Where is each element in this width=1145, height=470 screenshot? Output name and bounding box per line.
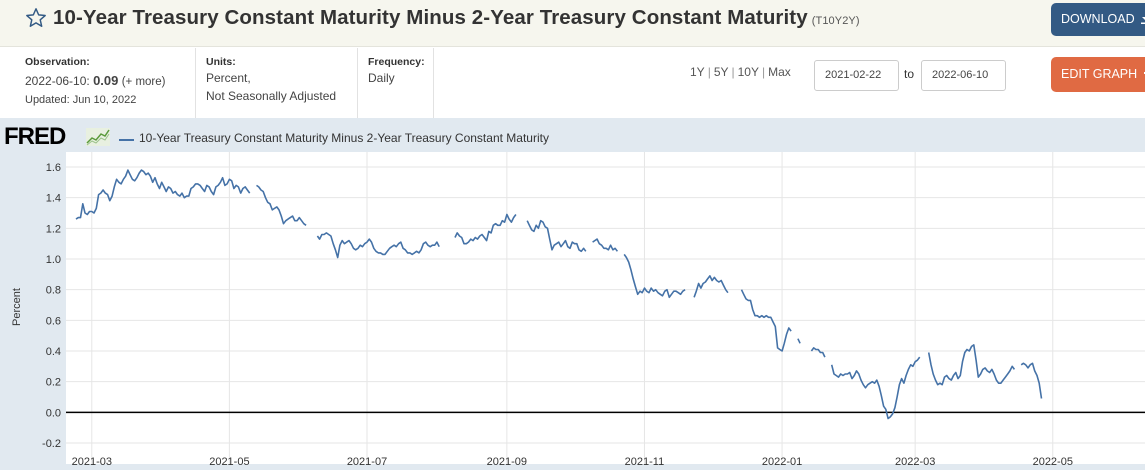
y-tick-label: -0.2: [42, 438, 61, 450]
end-date-input[interactable]: 2022-06-10: [921, 60, 1006, 91]
info-divider: [357, 48, 358, 118]
range-1y[interactable]: 1Y: [690, 65, 705, 79]
download-label: DOWNLOAD: [1061, 12, 1135, 26]
series-line-segment: [693, 275, 729, 298]
y-tick-label: 1.2: [46, 223, 61, 235]
line-chart[interactable]: 1.6 1.4 1.2 1.0 0.8 0.6 0.4 0.2 0.0 -0.2 2021-03 20…: [0, 118, 1145, 470]
observation-label: Observation:: [25, 56, 90, 68]
frequency-value: Daily: [368, 71, 395, 85]
edit-graph-button[interactable]: EDIT GRAPH: [1051, 57, 1145, 92]
fred-logo[interactable]: FRED: [4, 123, 66, 150]
observation-more-link[interactable]: (+ more): [121, 76, 166, 88]
range-10y[interactable]: 10Y: [737, 65, 759, 79]
x-tick-label: 2021-05: [209, 456, 249, 468]
frequency-label: Frequency:: [368, 56, 425, 68]
x-tick-label: 2022-01: [762, 456, 802, 468]
y-axis-label: Percent: [11, 288, 23, 326]
units-line2: Not Seasonally Adjusted: [206, 89, 337, 103]
info-divider: [433, 48, 434, 118]
x-tick-label: 2021-07: [347, 456, 387, 468]
fred-chart-icon: [86, 128, 110, 146]
to-label: to: [904, 67, 915, 81]
series-id: (T10Y2Y): [811, 15, 860, 27]
chart-area: 1.6 1.4 1.2 1.0 0.8 0.6 0.4 0.2 0.0 -0.2 2021-03 20…: [0, 118, 1145, 470]
series-line-segment: [830, 356, 921, 420]
legend-swatch: [119, 139, 134, 141]
download-button[interactable]: DOWNLOAD: [1051, 3, 1145, 36]
star-icon[interactable]: [25, 7, 47, 29]
series-line-segment: [454, 213, 517, 245]
series-line-segment: [592, 238, 619, 252]
y-tick-label: 0.0: [46, 407, 61, 419]
range-5y[interactable]: 5Y: [713, 65, 729, 79]
observation-date: 2022-06-10:: [25, 74, 90, 88]
series-line-segment: [1020, 362, 1043, 399]
units-label: Units:: [206, 56, 236, 68]
observation-line: 2022-06-10: 0.09 (+ more): [25, 72, 166, 91]
x-tick-label: 2021-09: [487, 456, 527, 468]
x-tick-label: 2021-11: [625, 456, 665, 468]
legend-label: 10-Year Treasury Constant Maturity Minus…: [139, 131, 549, 145]
y-tick-label: 0.4: [46, 346, 61, 358]
y-tick-label: 0.8: [46, 285, 61, 297]
x-tick-label: 2022-05: [1033, 456, 1073, 468]
info-divider: [195, 48, 196, 118]
range-max[interactable]: Max: [768, 65, 791, 79]
updated-text: Updated: Jun 10, 2022: [25, 94, 137, 106]
y-tick-label: 0.2: [46, 377, 61, 389]
page-title: 10-Year Treasury Constant Maturity Minus…: [53, 6, 860, 30]
range-selector: 1Y | 5Y | 10Y | Max: [690, 65, 791, 79]
y-tick-label: 0.6: [46, 315, 61, 327]
observation-value: 0.09: [93, 73, 119, 88]
plot-background: [66, 152, 1145, 464]
x-tick-label: 2022-03: [895, 456, 935, 468]
series-line-segment: [797, 338, 801, 344]
series-line-segment: [316, 232, 440, 259]
series-line-segment: [810, 347, 826, 358]
y-tick-label: 1.0: [46, 254, 61, 266]
units-line1: Percent,: [206, 71, 251, 85]
series-title: 10-Year Treasury Constant Maturity Minus…: [53, 6, 808, 29]
series-line-segment: [740, 289, 792, 352]
edit-graph-label: EDIT GRAPH: [1061, 67, 1138, 81]
series-line-segment: [75, 169, 251, 220]
title-bar: 10-Year Treasury Constant Maturity Minus…: [0, 0, 1145, 47]
y-tick-label: 1.6: [46, 162, 61, 174]
series-line-segment: [256, 184, 307, 226]
series-line-segment: [623, 253, 686, 299]
y-tick-label: 1.4: [46, 193, 61, 205]
x-tick-label: 2021-03: [72, 456, 112, 468]
download-icon: [1141, 17, 1145, 24]
series-line-segment: [526, 219, 587, 253]
series-line-segment: [927, 344, 1016, 386]
start-date-input[interactable]: 2021-02-22: [814, 60, 899, 91]
